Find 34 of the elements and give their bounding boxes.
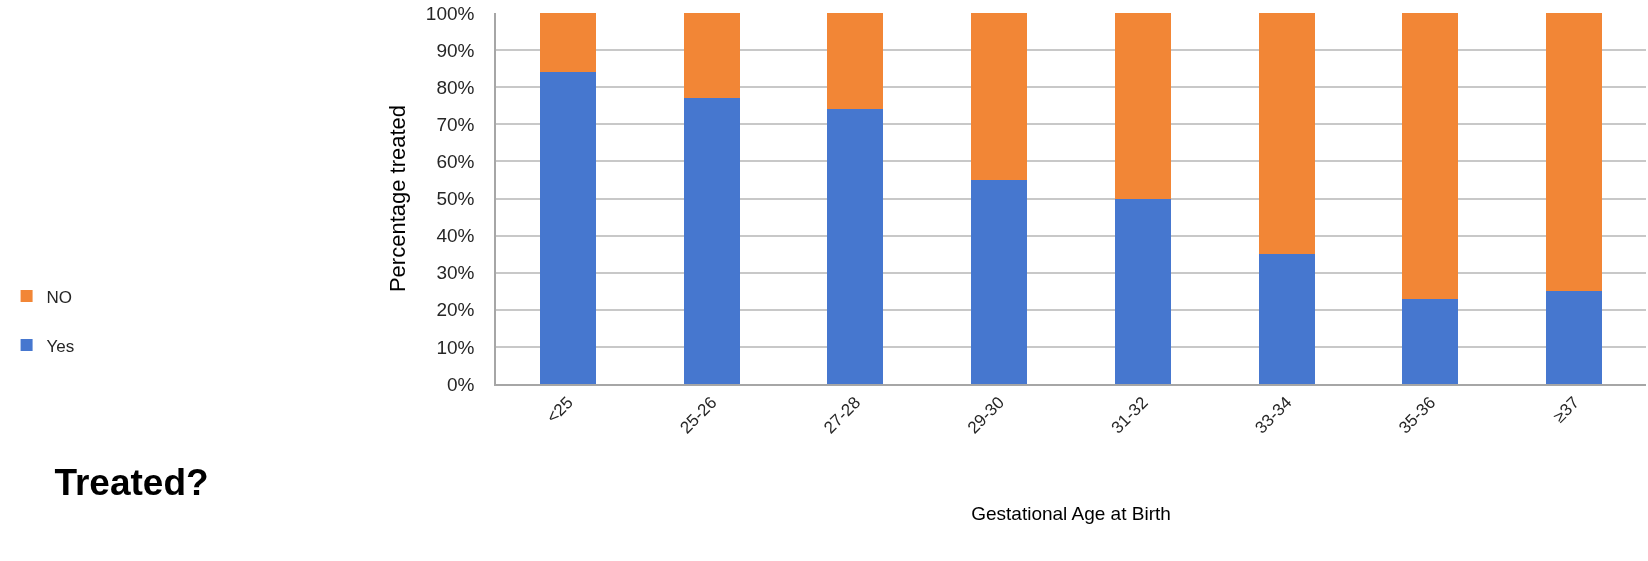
bar — [1546, 13, 1603, 292]
y-tick-label: 80% — [436, 76, 475, 98]
bar — [1114, 13, 1171, 199]
bar — [1402, 13, 1459, 299]
y-tick-label: 100% — [425, 2, 475, 24]
y-tick-label: 70% — [436, 113, 475, 135]
bar — [1114, 198, 1171, 384]
x-tick-label: <25 — [542, 393, 577, 427]
bar — [1258, 13, 1315, 255]
y-tick-label: 30% — [436, 262, 475, 284]
bar — [971, 179, 1028, 384]
y-tick-label: 50% — [436, 188, 475, 210]
y-tick-label: 60% — [436, 151, 475, 173]
bar — [539, 13, 596, 73]
bar — [539, 72, 596, 384]
x-axis-title: Gestational Age at Birth — [971, 502, 1171, 524]
bar — [827, 109, 884, 384]
y-tick-label: 90% — [436, 39, 475, 61]
y-axis-title: Percentage treated — [385, 104, 411, 293]
legend-label: NO — [46, 287, 73, 307]
bar — [683, 13, 740, 99]
bar — [971, 13, 1028, 180]
bar — [1546, 291, 1603, 384]
legend-label: Yes — [46, 336, 75, 356]
bar — [1258, 254, 1315, 384]
bar — [1402, 298, 1459, 384]
x-tick-label: ≥37 — [1549, 393, 1583, 427]
y-tick-label: 0% — [446, 373, 475, 395]
bar — [683, 98, 740, 384]
y-tick-label: 10% — [436, 336, 475, 358]
text: Treated? — [54, 462, 209, 504]
y-tick-label: 40% — [436, 225, 475, 247]
y-tick-label: 20% — [436, 299, 475, 321]
bar — [827, 13, 884, 110]
